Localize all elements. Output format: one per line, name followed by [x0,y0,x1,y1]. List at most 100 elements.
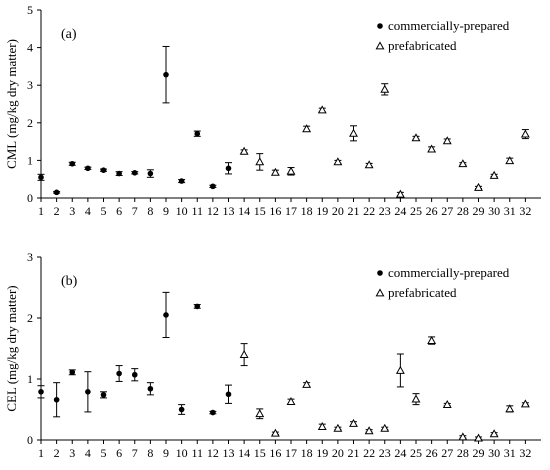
y-tick-label: 1 [27,153,33,167]
x-tick-label: 23 [379,446,391,460]
legend-marker-prefabricated [375,288,385,297]
x-tick-label: 15 [254,204,266,218]
y-tick-label: 5 [27,3,33,17]
x-tick-label: 2 [54,204,60,218]
x-tick-label: 7 [132,204,138,218]
data-point [333,157,343,166]
x-tick-label: 30 [488,446,500,460]
data-point [131,170,138,176]
x-tick-label: 26 [426,204,438,218]
data-point [286,396,296,405]
data-point [194,303,201,310]
x-tick-label: 1 [38,204,44,218]
data-point [163,71,169,78]
x-tick-label: 18 [301,446,313,460]
x-tick-label: 14 [238,446,250,460]
x-tick-label: 4 [85,446,91,460]
x-tick-label: 22 [363,446,375,460]
data-point [349,418,358,427]
data-point [255,157,265,166]
legend-marker-commercially-prepared [377,270,383,276]
y-tick-label: 3 [27,78,33,92]
x-tick-label: 6 [116,446,122,460]
data-point [116,170,122,177]
data-point [131,371,138,378]
x-tick-label: 1 [38,446,44,460]
data-point [239,349,249,358]
x-tick-label: 3 [69,204,75,218]
data-point [286,166,296,175]
x-tick-label: 5 [101,446,107,460]
y-tick-label: 0 [27,433,33,447]
x-tick-label: 14 [238,204,250,218]
data-point [85,165,91,172]
y-tick-label: 2 [27,311,33,325]
x-tick-label: 11 [191,446,203,460]
data-point [38,389,44,395]
x-tick-label: 19 [316,446,328,460]
y-tick-label: 3 [27,250,33,264]
data-point [100,167,107,173]
data-point [349,128,358,137]
x-tick-label: 28 [457,204,469,218]
data-point [85,389,91,395]
data-point [53,396,60,403]
legend-label: prefabricated [388,285,457,300]
x-tick-label: 3 [69,446,75,460]
data-point [210,409,216,416]
x-tick-label: 2 [54,446,60,460]
x-tick-label: 8 [147,446,153,460]
x-tick-label: 32 [519,446,531,460]
legend-label: commercially-prepared [388,265,510,280]
data-point [458,159,468,168]
data-point [489,429,499,438]
data-point [364,426,374,435]
data-point [442,399,452,408]
panel-label: (a) [61,27,77,42]
x-tick-label: 16 [269,446,281,460]
x-tick-label: 12 [207,204,219,218]
x-tick-label: 12 [207,446,219,460]
x-tick-label: 32 [519,204,531,218]
data-point [520,399,530,408]
data-point [395,189,405,198]
data-point [69,369,76,376]
data-point [333,423,343,432]
legend-label: prefabricated [388,38,457,53]
data-point [270,167,280,176]
x-tick-label: 28 [457,446,469,460]
data-point [395,365,405,374]
x-tick-label: 15 [254,446,266,460]
data-point [178,178,185,184]
y-tick-label: 1 [27,372,33,386]
series-commercially-prepared [37,291,232,418]
x-tick-label: 25 [410,204,422,218]
data-point [427,144,437,153]
data-point [489,170,499,179]
data-point [69,160,76,167]
x-tick-label: 29 [473,446,485,460]
data-point [380,84,390,93]
data-point [116,370,122,377]
x-tick-label: 20 [332,446,344,460]
data-point [53,189,60,196]
x-tick-label: 11 [191,204,203,218]
x-tick-label: 9 [163,204,169,218]
data-point [163,312,169,318]
data-point [302,124,312,133]
data-point [239,146,249,155]
x-tick-label: 29 [473,204,485,218]
data-point [474,182,483,191]
x-tick-label: 18 [301,204,313,218]
x-tick-label: 31 [504,446,516,460]
x-tick-label: 30 [488,204,500,218]
x-tick-label: 24 [394,204,406,218]
x-tick-label: 9 [163,446,169,460]
data-point [411,394,421,403]
legend-label: commercially-prepared [388,18,510,33]
data-point [411,133,421,142]
